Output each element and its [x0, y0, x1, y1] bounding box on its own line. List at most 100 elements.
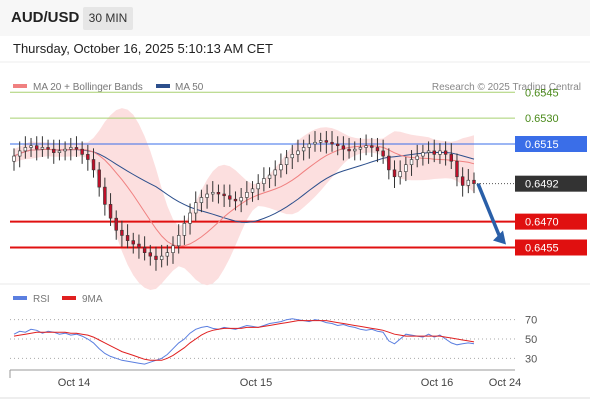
- candle: [91, 159, 96, 171]
- x-label-oct-14: Oct 14: [58, 377, 90, 389]
- candle: [108, 204, 113, 219]
- candle: [273, 169, 277, 176]
- last-price-label: 0.6492: [525, 179, 559, 191]
- legend-ma50: MA 50: [175, 82, 204, 93]
- candle: [432, 150, 436, 155]
- level-box-0.6455: [515, 239, 587, 256]
- ma50-swatch: [156, 84, 170, 88]
- candle: [415, 155, 419, 160]
- level-box-0.6470: [515, 213, 587, 230]
- candle: [256, 183, 260, 190]
- x-label-oct-15: Oct 15: [240, 377, 272, 389]
- candle: [455, 160, 459, 178]
- candle: [250, 188, 255, 193]
- legend-rsi-ma: 9MA: [82, 294, 103, 305]
- candle: [341, 145, 346, 150]
- candle: [69, 147, 73, 150]
- candle: [35, 145, 39, 150]
- candle: [57, 150, 62, 153]
- candle: [159, 255, 164, 260]
- candle: [80, 148, 84, 155]
- level-label-0.6515: 0.6515: [525, 139, 559, 151]
- candle: [176, 235, 181, 247]
- candle: [97, 169, 101, 188]
- candle: [216, 192, 221, 195]
- candle: [205, 193, 209, 198]
- candle: [103, 186, 107, 205]
- candle: [211, 192, 215, 195]
- candle: [392, 169, 397, 178]
- candle: [404, 164, 408, 172]
- candle: [228, 195, 232, 200]
- candle: [239, 197, 243, 202]
- level-label-0.6470: 0.6470: [525, 217, 559, 229]
- candle: [353, 148, 357, 152]
- candle: [131, 240, 135, 245]
- candle: [46, 147, 50, 150]
- candle: [137, 243, 141, 248]
- candle: [233, 198, 238, 202]
- candle: [398, 171, 402, 178]
- candle: [358, 147, 363, 150]
- candle: [17, 150, 22, 157]
- candle: [324, 140, 329, 143]
- x-label-oct-24: Oct 24: [489, 377, 521, 389]
- candle: [472, 179, 476, 184]
- candle: [245, 192, 249, 198]
- candle: [347, 148, 351, 152]
- ma20-swatch: [13, 84, 27, 88]
- timeframe-button[interactable]: 30 MIN: [83, 7, 133, 30]
- rsi-ma-line: [13, 320, 475, 361]
- candle: [318, 140, 323, 143]
- forecast-arrow-head: [493, 230, 506, 245]
- candle: [330, 141, 334, 145]
- candle: [148, 252, 152, 257]
- rsi-tick-30: 30: [525, 353, 537, 365]
- candle: [443, 150, 448, 155]
- candle: [171, 245, 175, 253]
- legend-ma20: MA 20 + Bollinger Bands: [33, 82, 143, 93]
- candle: [125, 235, 130, 241]
- candle: [29, 145, 33, 148]
- forecast-arrow: [476, 183, 502, 239]
- candle: [182, 223, 187, 236]
- legend-rsi: RSI: [33, 294, 50, 305]
- research-credit: Research © 2025 Trading Central: [432, 82, 581, 93]
- candle: [267, 174, 272, 179]
- x-label-oct-16: Oct 16: [421, 377, 453, 389]
- candle: [23, 147, 28, 152]
- currency-pair: AUD/USD: [11, 9, 80, 26]
- candle: [154, 255, 158, 260]
- candle: [222, 193, 226, 197]
- candle: [165, 252, 170, 257]
- chart-datetime: Thursday, October 16, 2025 5:10:13 AM CE…: [13, 41, 273, 56]
- rsi-tick-50: 50: [525, 334, 537, 346]
- candle: [449, 154, 453, 162]
- candle: [364, 145, 368, 148]
- candles: [12, 131, 476, 271]
- candle: [381, 150, 385, 157]
- candle: [313, 141, 317, 145]
- candle: [120, 229, 124, 236]
- candle: [307, 143, 312, 148]
- rsi-swatch: [13, 296, 27, 300]
- candle: [426, 150, 431, 153]
- level-label-0.6530: 0.6530: [525, 113, 559, 125]
- candle: [370, 145, 374, 148]
- candle: [194, 202, 198, 214]
- candle: [421, 152, 425, 157]
- candle: [301, 147, 306, 152]
- candle: [142, 247, 147, 253]
- level-label-0.6545: 0.6545: [525, 87, 559, 99]
- candle: [40, 147, 45, 150]
- candle: [438, 150, 442, 155]
- candle: [199, 197, 204, 203]
- ma20-line: [13, 145, 475, 247]
- candle: [188, 212, 192, 224]
- rsi-line: [13, 318, 475, 365]
- rsi-tick-70: 70: [525, 315, 537, 327]
- candle: [12, 155, 16, 162]
- rsi-ma-swatch: [62, 296, 76, 300]
- last-price-box: [515, 175, 587, 192]
